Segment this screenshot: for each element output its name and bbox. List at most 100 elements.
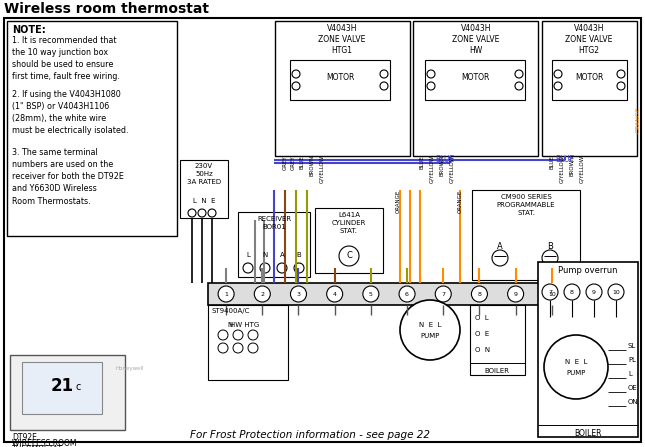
Bar [552,60,627,100]
Text: MOTOR: MOTOR [461,73,489,83]
Bar [290,60,390,100]
Text: 4: 4 [333,291,337,296]
Circle shape [218,330,228,340]
Text: 7: 7 [548,290,552,295]
Bar [208,283,588,305]
Text: c: c [76,382,81,392]
Text: A: A [497,242,503,251]
Circle shape [233,330,243,340]
Text: GREY: GREY [290,155,295,169]
Text: BOILER: BOILER [574,429,602,438]
Bar [542,21,637,156]
Circle shape [515,82,523,90]
Text: BLUE: BLUE [419,155,424,169]
Circle shape [608,284,624,300]
Circle shape [427,82,435,90]
Text: 2: 2 [261,291,264,296]
Text: 8: 8 [477,291,481,296]
Text: NOTE:: NOTE: [12,25,46,35]
Bar [425,60,525,100]
Circle shape [380,70,388,78]
Text: G/YELLOW: G/YELLOW [319,155,324,183]
Circle shape [294,263,304,273]
Bar [315,208,383,273]
Text: 7: 7 [441,291,445,296]
Circle shape [248,343,258,353]
Text: 9: 9 [592,290,596,295]
Circle shape [471,286,488,302]
Text: BROWN: BROWN [439,155,444,176]
Bar [275,21,410,156]
Circle shape [544,335,608,399]
Bar [238,212,310,277]
Text: 1. It is recommended that
the 10 way junction box
should be used to ensure
first: 1. It is recommended that the 10 way jun… [12,36,120,81]
Text: V4043H
ZONE VALVE
HTG2: V4043H ZONE VALVE HTG2 [565,24,613,55]
Circle shape [554,70,562,78]
Text: O  N: O N [475,347,490,353]
Circle shape [277,263,287,273]
Circle shape [254,286,270,302]
Bar [538,262,638,437]
Circle shape [617,82,625,90]
Bar [22,362,102,414]
Circle shape [380,82,388,90]
Text: L: L [246,252,250,258]
Text: BLUE: BLUE [550,155,555,169]
Circle shape [326,286,342,302]
Text: For Frost Protection information - see page 22: For Frost Protection information - see p… [190,430,430,440]
Text: PL: PL [628,357,636,363]
Circle shape [400,300,460,360]
Circle shape [564,284,580,300]
Text: 5: 5 [369,291,373,296]
Circle shape [292,70,300,78]
Text: RECEIVER
BOR01: RECEIVER BOR01 [257,216,291,230]
Text: V4043H
ZONE VALVE
HW: V4043H ZONE VALVE HW [452,24,500,55]
Text: G/YELLOW: G/YELLOW [450,155,455,183]
Text: PUMP: PUMP [566,370,586,376]
Circle shape [243,263,253,273]
Circle shape [290,286,306,302]
Circle shape [554,82,562,90]
Text: Honeywell: Honeywell [115,366,144,371]
Circle shape [198,209,206,217]
Circle shape [339,246,359,266]
Text: A: A [280,252,284,258]
Text: THERMOSTAT: THERMOSTAT [12,445,63,447]
Circle shape [542,284,558,300]
Circle shape [260,263,270,273]
Text: ORANGE: ORANGE [395,190,401,213]
Text: Wireless room thermostat: Wireless room thermostat [4,2,209,16]
Text: CM900 SERIES
PROGRAMMABLE
STAT.: CM900 SERIES PROGRAMMABLE STAT. [497,194,555,216]
Bar [7,21,177,236]
Text: O  E: O E [475,331,490,337]
Text: BROWN: BROWN [310,155,315,176]
Circle shape [208,209,216,217]
Text: SL: SL [628,343,636,349]
Text: PUMP: PUMP [421,333,440,339]
Text: N  E  L: N E L [565,359,587,365]
Circle shape [188,209,196,217]
Text: 21: 21 [50,377,74,395]
Bar [472,190,580,280]
Text: OE: OE [628,385,638,391]
Circle shape [617,70,625,78]
Text: BLUE: BLUE [435,155,455,164]
Text: BROWN: BROWN [570,155,575,176]
Circle shape [218,343,228,353]
Text: 2. If using the V4043H1080
(1" BSP) or V4043H1106
(28mm), the white wire
must be: 2. If using the V4043H1080 (1" BSP) or V… [12,90,128,135]
Text: ORANGE: ORANGE [457,190,462,213]
Text: Pump overrun: Pump overrun [559,266,618,275]
Bar [470,305,525,375]
Circle shape [515,70,523,78]
Circle shape [292,82,300,90]
Circle shape [544,286,560,302]
Text: BOILER: BOILER [484,368,510,374]
Text: GREY: GREY [283,155,288,169]
Circle shape [508,286,524,302]
Text: 10: 10 [612,290,620,295]
Text: V4043H
ZONE VALVE
HTG1: V4043H ZONE VALVE HTG1 [319,24,366,55]
Bar [10,355,125,430]
Text: C: C [346,250,352,260]
Text: N: N [228,322,233,328]
Text: 10: 10 [548,291,556,296]
